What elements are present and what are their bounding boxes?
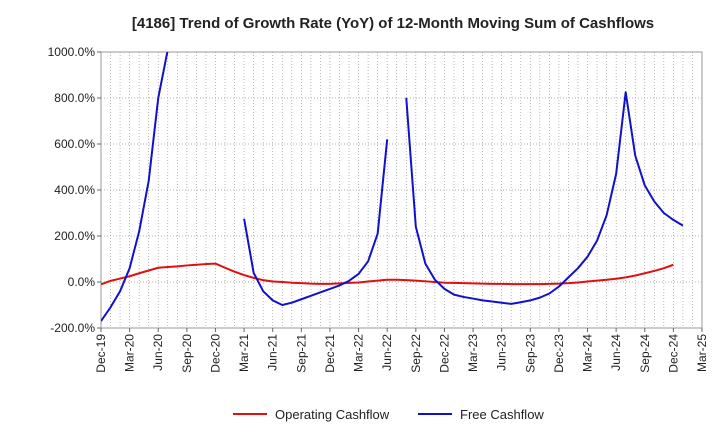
x-tick-label: Sep-23 (523, 334, 537, 373)
x-tick-label: Sep-24 (638, 334, 652, 373)
chart-title: [4186] Trend of Growth Rate (YoY) of 12-… (132, 15, 654, 32)
x-tick-label: Jun-23 (495, 334, 509, 371)
x-tick-label: Sep-20 (180, 334, 194, 373)
x-tick-label: Dec-21 (323, 334, 337, 373)
x-tick-label: Dec-19 (94, 334, 108, 373)
x-tick-label: Mar-21 (237, 334, 251, 372)
series-line-1 (101, 52, 684, 322)
series-line-0 (101, 262, 674, 286)
x-tick-label: Mar-23 (466, 334, 480, 372)
x-tick-label: Dec-23 (552, 334, 566, 373)
y-tick-label: 200.0% (54, 229, 95, 243)
grid (101, 52, 702, 328)
y-tick-label: -200.0% (50, 321, 95, 335)
y-tick-label: 0.0% (68, 275, 96, 289)
x-tick-label: Sep-21 (294, 334, 308, 373)
x-tick-label: Dec-24 (666, 334, 680, 373)
y-tick-label: 600.0% (54, 137, 95, 151)
x-axis: Dec-19 Mar-20 Jun-20 Sep-20 Dec-20 Mar-21 Jun-… (94, 328, 709, 373)
x-tick-label: Dec-22 (437, 334, 451, 373)
x-tick-label: Jun-21 (266, 334, 280, 371)
x-tick-label: Mar-24 (581, 334, 595, 372)
x-tick-label: Mar-22 (352, 334, 366, 372)
x-tick-label: Mar-20 (123, 334, 137, 372)
y-axis: 1000.0% 800.0% 600.0% 400.0% 200.0% 0.0% -200.… (48, 45, 101, 335)
legend: Operating Cashflow Free Cashflow (233, 407, 544, 422)
y-tick-label: 800.0% (54, 91, 95, 105)
legend-label-1: Free Cashflow (460, 407, 544, 422)
x-tick-label: Jun-22 (380, 334, 394, 371)
x-tick-label: Sep-22 (409, 334, 423, 373)
x-tick-label: Mar-25 (695, 334, 709, 372)
x-tick-label: Jun-20 (151, 334, 165, 371)
x-tick-label: Dec-20 (208, 334, 222, 373)
legend-label-0: Operating Cashflow (275, 407, 390, 422)
series-layer (101, 52, 684, 322)
x-tick-label: Jun-24 (609, 334, 623, 371)
y-tick-label: 400.0% (54, 183, 95, 197)
y-tick-label: 1000.0% (48, 45, 96, 59)
